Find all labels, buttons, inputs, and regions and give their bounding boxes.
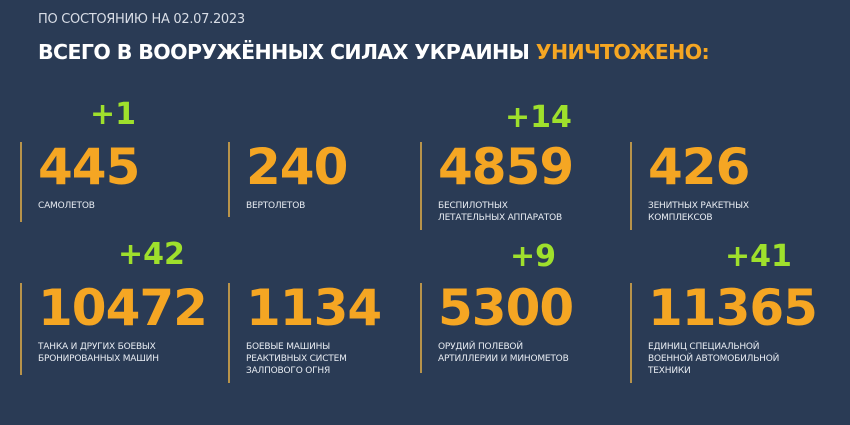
stat-card: 11365 ЕДИНИЦ СПЕЦИАЛЬНОЙ ВОЕННОЙ АВТОМОБИЛ… (630, 279, 818, 383)
stat-label: ЕДИНИЦ СПЕЦИАЛЬНОЙ ВОЕННОЙ АВТОМОБИЛЬНОЙ Т… (648, 341, 817, 377)
stat-delta: +42 (118, 237, 185, 272)
stat-label-line: БРОНИРОВАННЫХ МАШИН (38, 354, 159, 364)
stat-label: ВЕРТОЛЕТОВ (246, 200, 347, 212)
stat-label: БОЕВЫЕ МАШИНЫ РЕАКТИВНЫХ СИСТЕМ ЗАЛПОВОГО … (246, 341, 381, 377)
stat-delta: +41 (725, 239, 792, 274)
stat-card: 445 САМОЛЕТОВ (20, 138, 140, 222)
stat-delta: +14 (505, 100, 572, 135)
stat-value: 445 (38, 138, 140, 196)
title-main: ВСЕГО В ВООРУЖЁННЫХ СИЛАХ УКРАИНЫ (38, 40, 530, 64)
stat-label: ТАНКА И ДРУГИХ БОЕВЫХ БРОНИРОВАННЫХ МАШИН (38, 341, 207, 365)
stat-label-line: АРТИЛЛЕРИИ И МИНОМЕТОВ (438, 354, 569, 364)
stat-card: 10472 ТАНКА И ДРУГИХ БОЕВЫХ БРОНИРОВАННЫХ … (20, 279, 208, 375)
stat-card: 5300 ОРУДИЙ ПОЛЕВОЙ АРТИЛЛЕРИИ И МИНОМЕТОВ (420, 279, 574, 373)
title-highlight: УНИЧТОЖЕНО: (535, 40, 710, 64)
stat-value: 240 (246, 138, 348, 196)
stat-card: 1134 БОЕВЫЕ МАШИНЫ РЕАКТИВНЫХ СИСТЕМ ЗАЛПОВ… (228, 279, 382, 383)
stat-value: 5300 (438, 279, 574, 337)
stat-label: САМОЛЕТОВ (38, 200, 139, 212)
stat-label-line: КОМПЛЕКСОВ (648, 213, 713, 223)
stat-card: 4859 БЕСПИЛОТНЫХ ЛЕТАТЕЛЬНЫХ АППАРАТОВ (420, 138, 574, 230)
stat-delta: +9 (510, 239, 557, 274)
stat-label-line: ЗАЛПОВОГО ОГНЯ (246, 366, 331, 376)
stat-value: 1134 (246, 279, 382, 337)
stat-label-line: БЕСПИЛОТНЫХ (438, 201, 508, 211)
stat-value: 11365 (648, 279, 818, 337)
stat-label-line: ВОЕННОЙ АВТОМОБИЛЬНОЙ (648, 354, 780, 364)
stat-delta: +1 (90, 97, 137, 132)
stat-value: 426 (648, 138, 750, 196)
stat-label-line: ЗЕНИТНЫХ РАКЕТНЫХ (648, 201, 749, 211)
stat-label: ЗЕНИТНЫХ РАКЕТНЫХ КОМПЛЕКСОВ (648, 200, 749, 224)
stat-card: 240 ВЕРТОЛЕТОВ (228, 138, 348, 217)
stat-label-line: ЕДИНИЦ СПЕЦИАЛЬНОЙ (648, 342, 760, 352)
stat-value: 10472 (38, 279, 208, 337)
stat-label-line: БОЕВЫЕ МАШИНЫ (246, 342, 330, 352)
stat-label-line: ТЕХНИКИ (648, 366, 691, 376)
stat-label-line: РЕАКТИВНЫХ СИСТЕМ (246, 354, 347, 364)
stat-label-line: ТАНКА И ДРУГИХ БОЕВЫХ (38, 342, 156, 352)
stat-value: 4859 (438, 138, 574, 196)
stat-label: БЕСПИЛОТНЫХ ЛЕТАТЕЛЬНЫХ АППАРАТОВ (438, 200, 573, 224)
stat-card: 426 ЗЕНИТНЫХ РАКЕТНЫХ КОМПЛЕКСОВ (630, 138, 750, 230)
stat-label: ОРУДИЙ ПОЛЕВОЙ АРТИЛЛЕРИИ И МИНОМЕТОВ (438, 341, 573, 365)
stat-label-line: ЛЕТАТЕЛЬНЫХ АППАРАТОВ (438, 213, 562, 223)
stat-label-line: САМОЛЕТОВ (38, 201, 95, 211)
stat-label-line: ВЕРТОЛЕТОВ (246, 201, 306, 211)
stat-label-line: ОРУДИЙ ПОЛЕВОЙ (438, 342, 523, 352)
page-title: ВСЕГО В ВООРУЖЁННЫХ СИЛАХ УКРАИНЫ УНИЧТО… (38, 40, 710, 64)
date-line: ПО СОСТОЯНИЮ НА 02.07.2023 (38, 12, 245, 27)
